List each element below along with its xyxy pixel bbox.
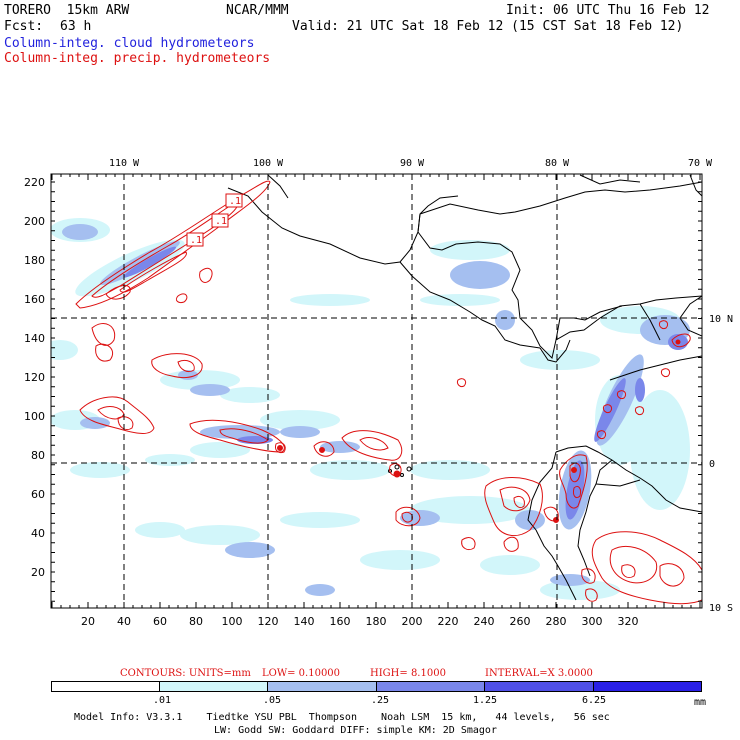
colorbar-segment <box>268 681 377 692</box>
contour-label: .1 <box>190 235 202 246</box>
precip-contours <box>75 180 702 605</box>
x-tick-label: 20 <box>81 615 95 628</box>
map-plot-area: .1 .1 .1 <box>51 174 702 608</box>
lat-label: 10 S <box>709 603 733 614</box>
x-tick-label: 240 <box>474 615 495 628</box>
valid-time: Valid: 21 UTC Sat 18 Feb 12 (15 CST Sat … <box>292 19 684 34</box>
x-tick-label: 280 <box>546 615 567 628</box>
right-lat-labels: 10 N 0 10 S <box>709 314 733 614</box>
y-tick-label: 160 <box>24 293 45 306</box>
latlon-grid <box>51 174 702 608</box>
contour-units: CONTOURS: UNITS=mm <box>120 668 251 679</box>
y-tick-label: 220 <box>24 176 45 189</box>
contour-label: .1 <box>215 216 227 227</box>
cloud-shading-light <box>51 218 690 600</box>
y-tick-label: 180 <box>24 254 45 267</box>
bottom-axis-labels: 20 40 60 80 100 120 140 160 180 200 220 … <box>81 615 639 628</box>
coastlines <box>227 174 702 601</box>
model-info: Model Info: V3.3.1 Tiedtke YSU PBL Thomp… <box>74 712 610 723</box>
x-tick-label: 100 <box>222 615 243 628</box>
lon-label: 90 W <box>400 158 425 169</box>
contour-label: .1 <box>229 196 241 207</box>
lon-label: 110 W <box>109 158 140 169</box>
contour-interval: INTERVAL=X 3.0000 <box>485 668 593 679</box>
field-cloud-label: Column-integ. cloud hydrometeors <box>4 36 255 51</box>
y-tick-label: 80 <box>31 449 45 462</box>
lat-label: 10 N <box>709 314 733 325</box>
colorbar-label: 6.25 <box>582 695 607 706</box>
x-tick-label: 300 <box>582 615 603 628</box>
top-lon-labels: 110 W 100 W 90 W 80 W 70 W <box>109 158 713 169</box>
org-label: NCAR/MMM <box>226 3 289 18</box>
model-physics: LW: Godd SW: Goddard DIFF: simple KM: 2D… <box>214 725 497 736</box>
colorbar-label: .05 <box>263 695 282 706</box>
colorbar-label: .01 <box>153 695 172 706</box>
x-tick-label: 40 <box>117 615 131 628</box>
x-tick-label: 140 <box>294 615 315 628</box>
lon-label: 100 W <box>253 158 284 169</box>
contour-label-boxes: .1 .1 .1 <box>186 193 243 247</box>
x-tick-label: 120 <box>258 615 279 628</box>
y-tick-label: 100 <box>24 410 45 423</box>
fcst-hours: 63 h <box>60 19 92 34</box>
y-tick-label: 200 <box>24 215 45 228</box>
x-tick-label: 220 <box>438 615 459 628</box>
x-tick-label: 260 <box>510 615 531 628</box>
contour-low: LOW= 0.10000 <box>262 668 340 679</box>
axis-ticks <box>51 174 702 608</box>
colorbar-segment <box>593 681 702 692</box>
y-tick-label: 20 <box>31 566 45 579</box>
x-tick-label: 320 <box>618 615 639 628</box>
y-tick-label: 60 <box>31 488 45 501</box>
y-tick-label: 120 <box>24 371 45 384</box>
field-precip-label: Column-integ. precip. hydrometeors <box>4 51 271 66</box>
colorbar-segment <box>376 681 485 692</box>
x-tick-label: 60 <box>153 615 167 628</box>
contour-high: HIGH= 8.1000 <box>370 668 446 679</box>
x-tick-label: 80 <box>189 615 203 628</box>
x-tick-label: 180 <box>366 615 387 628</box>
lon-label: 80 W <box>545 158 570 169</box>
colorbar-segment <box>485 681 594 692</box>
fcst-label: Fcst: <box>4 19 44 34</box>
contour-info: CONTOURS: UNITS=mm LOW= 0.10000 HIGH= 8.… <box>120 668 593 679</box>
y-tick-label: 40 <box>31 527 45 540</box>
x-tick-label: 160 <box>330 615 351 628</box>
colorbar-segment <box>159 681 268 692</box>
left-axis-labels: 220 200 180 160 140 120 100 80 60 40 20 <box>24 176 45 579</box>
colorbar-unit: mm <box>694 697 707 708</box>
lon-label: 70 W <box>688 158 713 169</box>
model-title: TORERO 15km ARW <box>4 3 130 18</box>
colorbar-label: 1.25 <box>473 695 498 706</box>
precip-cores <box>277 339 681 523</box>
lat-label: 0 <box>709 459 715 470</box>
init-time: Init: 06 UTC Thu 16 Feb 12 <box>506 3 710 18</box>
y-tick-label: 140 <box>24 332 45 345</box>
x-tick-label: 200 <box>402 615 423 628</box>
colorbar-label: .25 <box>371 695 390 706</box>
colorbar-segment <box>51 681 160 692</box>
